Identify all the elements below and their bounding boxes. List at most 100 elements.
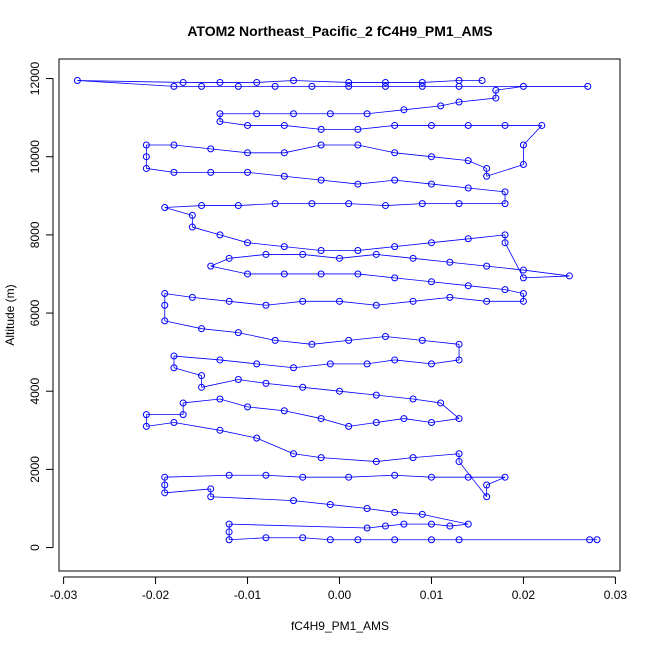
- data-point: [455, 356, 463, 364]
- data-point: [188, 293, 196, 301]
- data-point: [244, 403, 252, 411]
- data-point: [427, 473, 435, 481]
- data-point: [142, 141, 150, 149]
- data-point: [225, 254, 233, 262]
- data-point: [586, 536, 594, 544]
- series-line-segment: [256, 437, 294, 455]
- data-point: [354, 270, 362, 278]
- data-point: [317, 454, 325, 462]
- data-point: [161, 489, 169, 497]
- data-point: [409, 454, 417, 462]
- series-line-segment: [219, 429, 257, 439]
- series-line-segment: [413, 453, 460, 459]
- x-tick-label: 0.01: [420, 588, 444, 602]
- data-point: [317, 125, 325, 133]
- data-point: [299, 297, 307, 305]
- series-line-segment: [413, 297, 450, 302]
- data-point: [161, 301, 169, 309]
- series-line-segment: [256, 363, 294, 369]
- data-point: [427, 418, 435, 426]
- series-line-segment: [173, 422, 221, 431]
- data-point: [391, 121, 399, 129]
- data-point: [427, 239, 435, 247]
- y-tick-label: 8000: [28, 221, 42, 248]
- series-line-segment: [348, 474, 395, 478]
- data-point: [400, 106, 408, 114]
- series-line-segment: [348, 203, 386, 206]
- data-point: [280, 407, 288, 415]
- data-point: [253, 110, 261, 118]
- data-point: [372, 301, 380, 309]
- data-point: [216, 426, 224, 434]
- x-tick-label: -0.02: [142, 588, 170, 602]
- y-tick-label: 4000: [28, 378, 42, 405]
- data-point: [234, 82, 242, 90]
- data-point: [363, 360, 371, 368]
- data-point: [170, 364, 178, 372]
- data-point: [262, 534, 270, 542]
- series-line-segment: [422, 80, 460, 83]
- data-point: [446, 522, 454, 530]
- data-point: [381, 202, 389, 210]
- data-point: [308, 340, 316, 348]
- data-point: [455, 200, 463, 208]
- data-point: [464, 520, 472, 528]
- series-line-segment: [210, 265, 248, 275]
- data-point: [584, 82, 592, 90]
- x-axis: -0.03 -0.02 -0.01 0.00 0.01 0.02 0.03: [50, 576, 627, 602]
- series-line-segment: [376, 394, 414, 400]
- data-point: [308, 200, 316, 208]
- series-line-segment: [394, 152, 432, 158]
- series-line-segment: [357, 125, 395, 130]
- data-point: [170, 82, 178, 90]
- series-line-segment: [146, 168, 175, 173]
- data-point: [234, 329, 242, 337]
- data-point: [170, 168, 178, 176]
- data-point: [363, 504, 371, 512]
- data-point: [326, 360, 334, 368]
- data-point: [391, 176, 399, 184]
- series-line-segment: [293, 500, 331, 505]
- series-line-segment: [348, 422, 377, 427]
- data-point: [427, 153, 435, 161]
- data-point: [188, 211, 196, 219]
- series-line-segment: [201, 379, 239, 388]
- data-point: [142, 411, 150, 419]
- data-point: [142, 164, 150, 172]
- series-line-segment: [247, 242, 285, 247]
- data-point: [317, 270, 325, 278]
- data-point: [483, 172, 491, 180]
- series-line-segment: [219, 398, 248, 408]
- data-point: [253, 360, 261, 368]
- series-line-segment: [302, 254, 340, 259]
- series-line-segment: [422, 513, 469, 525]
- series-line-segment: [284, 410, 322, 419]
- data-point: [225, 471, 233, 479]
- data-point: [207, 168, 215, 176]
- series-line-segment: [486, 164, 524, 177]
- series-line-segment: [357, 273, 395, 279]
- series-line-segment: [504, 242, 524, 279]
- data-point: [519, 266, 527, 274]
- data-point: [418, 78, 426, 86]
- data-point: [308, 82, 316, 90]
- data-point: [161, 317, 169, 325]
- series-line-segment: [367, 359, 395, 365]
- data-point: [198, 202, 206, 210]
- data-point: [391, 471, 399, 479]
- data-point: [501, 188, 509, 196]
- data-point: [483, 262, 491, 270]
- series-line-segment: [192, 226, 221, 236]
- data-point: [253, 78, 261, 86]
- series-line-segment: [394, 359, 432, 365]
- data-point: [418, 200, 426, 208]
- series-line-segment: [146, 422, 175, 427]
- data-point: [299, 383, 307, 391]
- data-point: [464, 473, 472, 481]
- data-point: [455, 458, 463, 466]
- data-point: [244, 149, 252, 157]
- series-line-segment: [403, 105, 441, 111]
- series-line-segment: [284, 125, 322, 130]
- data-point: [170, 418, 178, 426]
- series-line-segment: [385, 203, 423, 206]
